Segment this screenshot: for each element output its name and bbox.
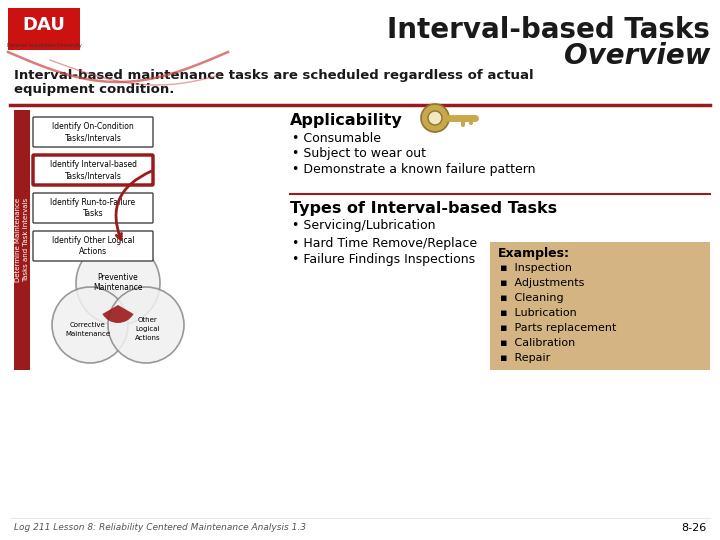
Text: Maintenance: Maintenance xyxy=(94,282,143,292)
Bar xyxy=(14,110,30,370)
Circle shape xyxy=(108,287,184,363)
Text: 8-26: 8-26 xyxy=(680,523,706,533)
Text: Overview: Overview xyxy=(564,42,710,70)
Text: • Servicing/Lubrication: • Servicing/Lubrication xyxy=(292,219,436,233)
Text: Preventive: Preventive xyxy=(98,273,138,281)
Circle shape xyxy=(52,287,128,363)
Text: ▪  Inspection: ▪ Inspection xyxy=(500,263,572,273)
Text: ▪  Lubrication: ▪ Lubrication xyxy=(500,308,577,318)
Text: ▪  Calibration: ▪ Calibration xyxy=(500,338,575,348)
Text: • Failure Findings Inspections: • Failure Findings Inspections xyxy=(292,253,475,267)
Text: Interval-based maintenance tasks are scheduled regardless of actual: Interval-based maintenance tasks are sch… xyxy=(14,69,534,82)
Text: Actions: Actions xyxy=(135,335,161,341)
Text: Maintenance: Maintenance xyxy=(66,331,111,337)
Text: • Demonstrate a known failure pattern: • Demonstrate a known failure pattern xyxy=(292,164,536,177)
Text: Identify Interval-based
Tasks/Intervals: Identify Interval-based Tasks/Intervals xyxy=(50,160,137,180)
FancyBboxPatch shape xyxy=(33,193,153,223)
Text: equipment condition.: equipment condition. xyxy=(14,84,174,97)
Text: Identify Other Logical
Actions: Identify Other Logical Actions xyxy=(52,236,135,256)
Text: Applicability: Applicability xyxy=(290,112,402,127)
Bar xyxy=(490,242,710,370)
Text: Corrective: Corrective xyxy=(70,322,106,328)
FancyBboxPatch shape xyxy=(33,155,153,185)
Circle shape xyxy=(428,111,442,125)
Circle shape xyxy=(76,241,160,325)
Text: Interval-based Tasks: Interval-based Tasks xyxy=(387,16,710,44)
Text: • Consumable: • Consumable xyxy=(292,132,381,145)
Text: DAU: DAU xyxy=(22,16,66,34)
Text: ▪  Cleaning: ▪ Cleaning xyxy=(500,293,564,303)
Circle shape xyxy=(421,104,449,132)
Text: Examples:: Examples: xyxy=(498,247,570,260)
Text: Log 211 Lesson 8: Reliability Centered Maintenance Analysis 1.3: Log 211 Lesson 8: Reliability Centered M… xyxy=(14,523,306,532)
Text: ▪  Adjustments: ▪ Adjustments xyxy=(500,278,585,288)
Text: Determine Maintenance
Tasks and Task Intervals: Determine Maintenance Tasks and Task Int… xyxy=(14,198,30,282)
Text: Identify On-Condition
Tasks/Intervals: Identify On-Condition Tasks/Intervals xyxy=(52,122,134,142)
Text: Types of Interval-based Tasks: Types of Interval-based Tasks xyxy=(290,200,557,215)
Text: ▪  Repair: ▪ Repair xyxy=(500,353,550,363)
Text: Logical: Logical xyxy=(136,326,161,332)
Text: Defense Acquisition University: Defense Acquisition University xyxy=(6,44,81,49)
Text: ▪  Parts replacement: ▪ Parts replacement xyxy=(500,323,616,333)
Text: • Hard Time Remove/Replace: • Hard Time Remove/Replace xyxy=(292,237,477,249)
Wedge shape xyxy=(102,305,134,323)
FancyBboxPatch shape xyxy=(33,117,153,147)
Text: • Subject to wear out: • Subject to wear out xyxy=(292,147,426,160)
FancyBboxPatch shape xyxy=(33,231,153,261)
Bar xyxy=(8,8,80,50)
Text: Other: Other xyxy=(138,317,158,323)
Text: Identify Run-to-Failure
Tasks: Identify Run-to-Failure Tasks xyxy=(50,198,135,218)
